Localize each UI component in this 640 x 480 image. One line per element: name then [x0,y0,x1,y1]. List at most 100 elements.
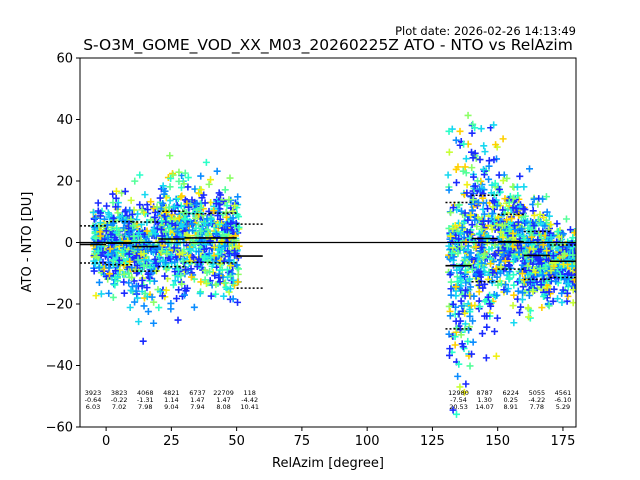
scatter-points [89,111,576,418]
scatter-point [539,195,547,203]
scatter-point [140,250,148,258]
bin-stat-value: 1.14 [164,396,178,404]
scatter-point [559,260,567,268]
scatter-point [172,221,180,229]
scatter-point [151,230,159,238]
scatter-point [197,172,205,180]
scatter-point [558,298,566,306]
scatter-point [445,330,453,338]
scatter-point [141,191,149,199]
scatter-point [197,278,205,286]
scatter-point [144,270,152,278]
scatter-point [201,266,209,274]
bin-stat-value: 10.41 [240,403,259,411]
scatter-point [458,243,466,251]
scatter-point [461,292,469,300]
bin-stat-value: 8.08 [216,403,230,411]
scatter-point [196,289,204,297]
scatter-point [570,229,576,237]
scatter-point [109,293,117,301]
scatter-point [479,284,487,292]
scatter-point [99,249,107,257]
scatter-point [538,304,546,312]
scatter-point [234,298,242,306]
scatter-point [559,253,567,261]
scatter-point [167,174,175,182]
scatter-point [464,111,472,119]
scatter-point [509,271,517,279]
scatter-point [131,298,139,306]
scatter-point [499,233,507,241]
scatter-point [478,330,486,338]
scatter-point [118,248,126,256]
scatter-point [469,120,477,128]
scatter-point [216,220,224,228]
scatter-point [165,225,173,233]
scatter-point [207,176,215,184]
scatter-point [568,240,576,248]
scatter-point [127,196,135,204]
scatter-point [126,206,134,214]
scatter-point [467,249,475,257]
scatter-point [545,302,553,310]
scatter-point [452,283,460,291]
bin-stat-value: 1.47 [190,396,204,404]
bin-statistic-lines [80,194,576,330]
scatter-point [516,309,524,317]
scatter-point [223,202,231,210]
scatter-point [210,207,218,215]
scatter-point [539,271,547,279]
y-tick-label: 40 [56,113,73,128]
scatter-point [469,317,477,325]
scatter-point [555,244,563,252]
scatter-point [510,291,518,299]
scatter-point [205,180,213,188]
scatter-point [153,203,161,211]
scatter-point [556,272,564,280]
scatter-point [480,142,488,150]
y-axis-ticks: −60 −40 −20 0 20 40 60 [46,52,80,436]
scatter-point [112,187,120,195]
scatter-point [569,234,576,242]
scatter-point [488,210,496,218]
scatter-point [131,177,139,185]
scatter-point [214,250,222,258]
bin-stat-value: 0.25 [503,396,517,404]
scatter-point [90,208,98,216]
scatter-point [469,154,477,162]
scatter-point [448,249,456,257]
scatter-point [491,327,499,335]
scatter-point [536,264,544,272]
scatter-point [529,288,537,296]
scatter-point [197,186,205,194]
scatter-point [195,248,203,256]
scatter-point [534,200,542,208]
bin-stat-value: 5.29 [556,403,570,411]
scatter-point [90,223,98,231]
scatter-point [517,303,525,311]
scatter-point [447,278,455,286]
scatter-point [126,258,134,266]
scatter-point [462,380,470,388]
scatter-point [485,246,493,254]
scatter-point [481,250,489,258]
scatter-point [154,218,162,226]
scatter-point [138,276,146,284]
scatter-point [234,193,242,201]
scatter-point [547,233,555,241]
scatter-point [97,290,105,298]
scatter-point [524,304,532,312]
scatter-point [468,206,476,214]
scatter-point [471,182,479,190]
scatter-point [520,183,528,191]
scatter-point [195,221,203,229]
scatter-point [200,219,208,227]
scatter-point [463,228,471,236]
scatter-point [487,189,495,197]
scatter-point [517,244,525,252]
scatter-point [568,262,576,270]
scatter-point [140,256,148,264]
scatter-point [490,121,498,129]
scatter-point [509,302,517,310]
